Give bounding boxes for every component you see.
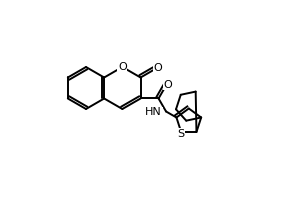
Text: O: O xyxy=(154,63,163,73)
Text: O: O xyxy=(164,80,172,90)
Text: O: O xyxy=(118,62,127,72)
Text: S: S xyxy=(178,129,185,139)
Text: HN: HN xyxy=(145,107,162,117)
